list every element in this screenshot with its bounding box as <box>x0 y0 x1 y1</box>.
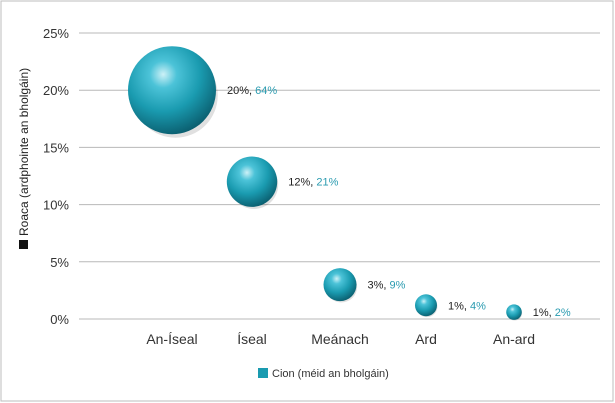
bubble-data-label: 12%, 21% <box>288 177 338 189</box>
bubble <box>506 304 522 320</box>
bubble-y-value: 1%, <box>448 300 470 312</box>
y-tick-label: 5% <box>50 255 69 270</box>
bubble <box>323 268 357 302</box>
legend-swatch <box>258 368 268 378</box>
bubble <box>226 156 278 207</box>
y-axis-title-text: Roaca (ardphointe an bholgáin) <box>17 68 31 236</box>
y-tick-label: 0% <box>50 312 69 327</box>
bubble-data-label: 20%, 64% <box>227 85 277 97</box>
y-axis-title: Roaca (ardphointe an bholgáin) <box>17 68 31 249</box>
x-category-label: An-Íseal <box>146 331 197 347</box>
y-tick-label: 10% <box>43 198 69 213</box>
bubble-y-value: 3%, <box>368 280 390 292</box>
legend-label: Cion (méid an bholgáin) <box>272 368 389 380</box>
bubble <box>415 294 437 317</box>
x-category-label: An-ard <box>493 331 535 347</box>
bubble-y-value: 1%, <box>533 307 555 319</box>
x-category-label: Meánach <box>311 331 369 347</box>
bubble-size-value: 64% <box>255 85 277 97</box>
y-tick-label: 25% <box>43 26 69 41</box>
bubble-size-value: 21% <box>316 177 338 189</box>
bubble-data-label: 1%, 2% <box>533 307 571 319</box>
bubble <box>128 46 216 135</box>
x-category-label: Ard <box>415 331 437 347</box>
y-tick-label: 20% <box>43 83 69 98</box>
y-axis-title-marker <box>19 240 28 249</box>
y-tick-label: 15% <box>43 140 69 155</box>
bubble-size-value: 4% <box>470 300 486 312</box>
bubble-size-value: 9% <box>390 280 406 292</box>
bubble-y-value: 12%, <box>288 177 316 189</box>
bubble-size-value: 2% <box>555 307 571 319</box>
x-category-label: Íseal <box>237 331 267 347</box>
bubble-data-label: 1%, 4% <box>448 300 486 312</box>
legend: Cion (méid an bholgáin) <box>258 368 389 380</box>
bubble-data-label: 3%, 9% <box>368 280 406 292</box>
bubble-y-value: 20%, <box>227 85 255 97</box>
